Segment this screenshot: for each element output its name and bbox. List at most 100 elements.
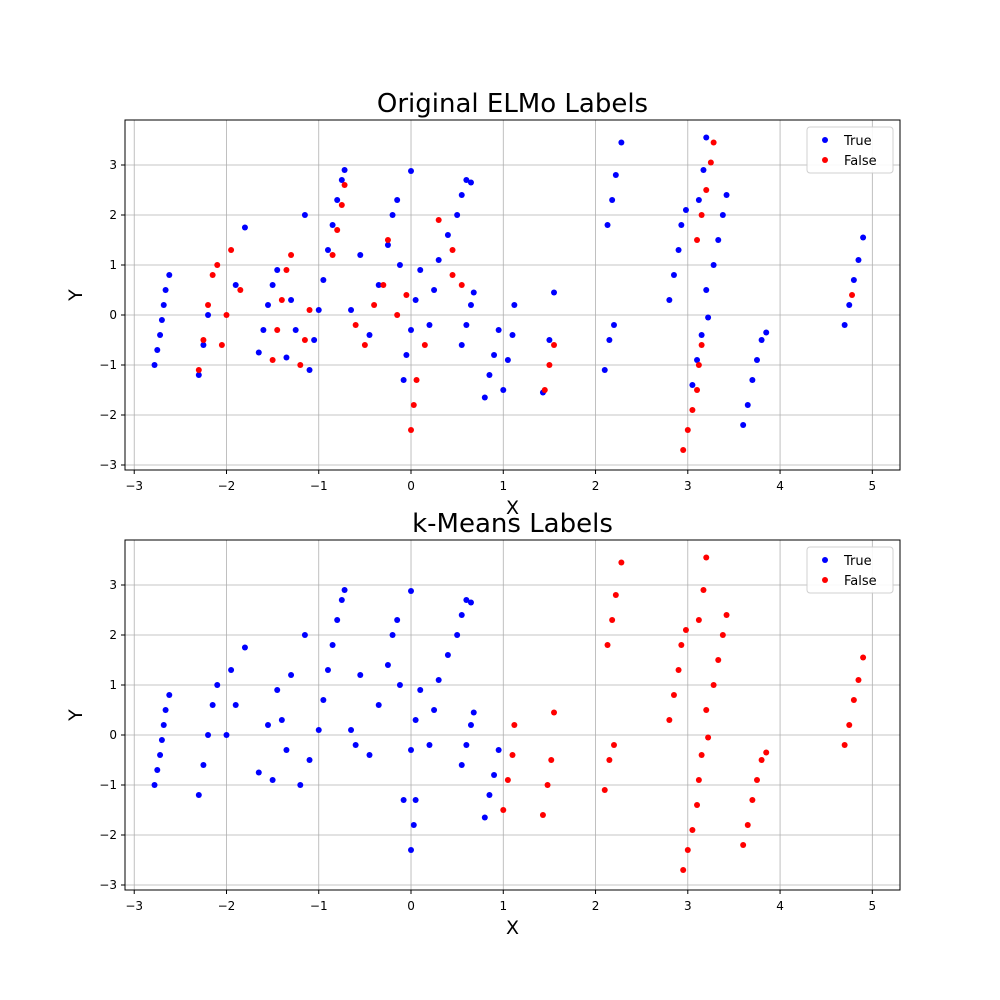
data-point-false — [449, 247, 456, 253]
data-point-true — [357, 672, 364, 678]
data-point-false — [237, 287, 244, 293]
data-point-false — [200, 337, 207, 343]
data-point-true — [454, 632, 461, 638]
x-tick-label: 4 — [776, 899, 784, 913]
data-point-true — [348, 307, 355, 313]
data-point-true — [200, 762, 207, 768]
data-point-true — [311, 337, 318, 343]
data-point-true — [719, 212, 726, 218]
data-point-false — [723, 612, 730, 618]
data-point-false — [698, 752, 705, 758]
y-tick-label: 3 — [109, 158, 117, 172]
data-point-true — [758, 337, 765, 343]
data-point-false — [703, 707, 710, 713]
chart-title: k-Means Labels — [412, 509, 613, 539]
data-point-true — [412, 717, 419, 723]
data-point-true — [228, 667, 235, 673]
data-point-true — [403, 352, 410, 358]
data-point-true — [209, 702, 216, 708]
data-point-true — [412, 797, 419, 803]
data-point-false — [214, 262, 221, 268]
data-point-true — [338, 597, 345, 603]
data-point-false — [297, 362, 304, 368]
data-point-true — [205, 732, 212, 738]
data-point-true — [394, 197, 401, 203]
data-point-false — [694, 237, 701, 243]
data-point-true — [288, 672, 295, 678]
data-point-true — [269, 282, 276, 288]
data-point-false — [684, 847, 691, 853]
data-point-true — [491, 772, 498, 778]
data-point-true — [486, 372, 493, 378]
data-point-true — [703, 287, 710, 293]
data-point-false — [684, 427, 691, 433]
data-point-false — [710, 682, 717, 688]
data-point-true — [151, 782, 158, 788]
chart-title: Original ELMo Labels — [377, 89, 648, 119]
data-point-true — [166, 692, 173, 698]
data-point-true — [763, 329, 770, 336]
data-point-true — [160, 302, 167, 308]
data-point-true — [324, 247, 331, 253]
data-point-true — [744, 402, 751, 408]
data-point-true — [458, 342, 465, 348]
data-point-true — [458, 612, 465, 618]
data-point-false — [601, 787, 608, 793]
data-point-true — [753, 357, 760, 363]
data-point-false — [841, 742, 848, 748]
data-point-true — [320, 697, 327, 703]
plot-elmo: −3 −2 −1 0 1 2 3 4 5 −3 −2 −1 0 1 2 3 Original ELMo Labe… — [65, 89, 901, 519]
data-point-false — [410, 402, 417, 408]
data-point-false — [694, 802, 701, 808]
data-point-true — [467, 302, 474, 308]
x-tick-label: −3 — [125, 899, 143, 913]
data-point-false — [763, 749, 770, 756]
data-point-false — [703, 554, 710, 561]
legend-label-false: False — [844, 574, 877, 589]
y-tick-label: 2 — [109, 628, 117, 642]
legend-marker-true — [822, 557, 828, 563]
data-point-true — [551, 289, 558, 296]
data-point-false — [341, 182, 348, 188]
x-tick-label: 1 — [499, 479, 507, 493]
data-point-true — [260, 327, 267, 333]
data-point-false — [695, 617, 702, 623]
data-point-false — [408, 427, 415, 433]
data-point-false — [670, 692, 677, 698]
data-point-true — [408, 847, 415, 853]
x-tick-label: 0 — [407, 899, 415, 913]
y-tick-label: 3 — [109, 578, 117, 592]
data-point-false — [618, 559, 625, 566]
y-tick-label: −2 — [99, 828, 117, 842]
data-point-true — [375, 702, 382, 708]
x-tick-label: −1 — [310, 479, 328, 493]
data-point-true — [384, 242, 391, 248]
data-point-false — [421, 342, 428, 348]
data-point-true — [400, 377, 407, 383]
plot-kmeans: −3 −2 −1 0 1 2 3 4 5 −3 −2 −1 0 1 2 3 k-Means Labels X Y Tr… — [65, 509, 901, 939]
data-point-false — [546, 362, 553, 368]
data-point-true — [467, 599, 474, 606]
data-point-false — [744, 822, 751, 828]
data-point-false — [846, 722, 853, 728]
data-point-true — [678, 222, 685, 228]
x-tick-label: 3 — [684, 479, 692, 493]
data-point-true — [269, 777, 276, 783]
data-point-false — [449, 272, 456, 278]
data-point-true — [609, 197, 616, 203]
data-point-false — [849, 292, 856, 298]
data-point-true — [255, 349, 262, 356]
data-point-false — [604, 642, 611, 648]
data-point-true — [306, 757, 313, 763]
legend-label-true: True — [843, 134, 872, 149]
data-point-false — [675, 667, 682, 673]
data-point-false — [504, 777, 511, 783]
data-point-true — [389, 632, 396, 638]
data-point-false — [509, 752, 516, 758]
legend-marker-false — [822, 577, 828, 583]
data-point-false — [689, 827, 696, 833]
data-point-true — [341, 167, 348, 173]
data-point-false — [334, 227, 341, 233]
data-point-true — [675, 247, 682, 253]
